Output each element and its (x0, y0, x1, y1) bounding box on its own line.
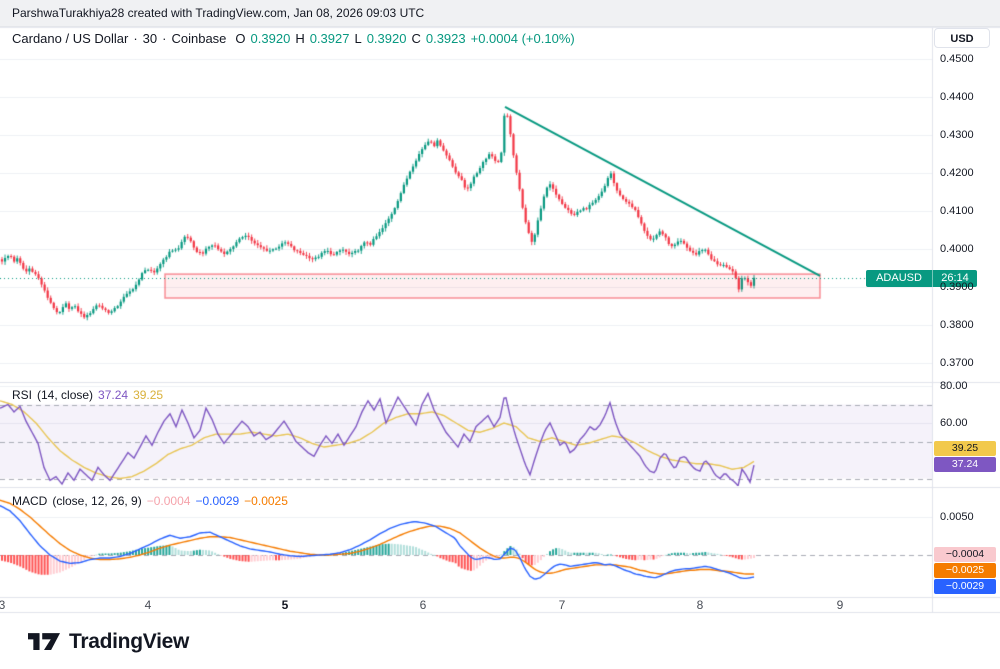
low-value: 0.3920 (366, 31, 407, 46)
rsi-value: 37.24 (98, 388, 129, 402)
interval-label[interactable]: 30 (142, 31, 158, 46)
macd-line-value: −0.0029 (195, 494, 240, 508)
macd-hist-badge: −0.0004 (934, 547, 996, 562)
bar-countdown: 26:14 (932, 269, 977, 287)
legend-separator: · (133, 31, 138, 46)
symbol-title[interactable]: Cardano / US Dollar (12, 31, 129, 46)
rsi-ma-value: 39.25 (133, 388, 164, 402)
close-value: 0.3923 (425, 31, 466, 46)
macd-legend: MACD (close, 12, 26, 9) −0.0004 −0.0029 … (12, 494, 293, 508)
rsi-tick-label: 60.00 (940, 417, 968, 429)
symbol-price-badge: ADAUSD 26:14 (866, 269, 977, 287)
price-pane-legend: Cardano / US Dollar · 30 · Coinbase O 0.… (12, 31, 580, 46)
rsi-params: (14, close) (37, 388, 94, 402)
exchange-label: Coinbase (171, 31, 227, 46)
price-tick-label: 0.3800 (940, 319, 974, 331)
open-value: 0.3920 (250, 31, 291, 46)
price-tick-label: 0.4200 (940, 167, 974, 179)
tradingview-logo-text: TradingView (69, 630, 190, 653)
rsi-ma-badge: 39.25 (934, 441, 996, 456)
macd-tick-label: 0.0050 (940, 511, 974, 523)
rsi-tick-label: 80.00 (940, 380, 968, 392)
tradingview-logo-icon (28, 630, 69, 654)
macd-signal-badge: −0.0025 (934, 563, 996, 578)
price-tick-label: 0.4400 (940, 91, 974, 103)
macd-signal-value: −0.0025 (244, 494, 288, 508)
rsi-badge: 37.24 (934, 457, 996, 472)
price-tick-label: 0.4300 (940, 129, 974, 141)
attribution-bar: ParshwaTurakhiya28 created with TradingV… (0, 0, 1000, 27)
tradingview-logo: TradingView (28, 630, 189, 654)
low-label: L (354, 31, 362, 46)
macd-hist-value: −0.0004 (146, 494, 191, 508)
symbol-badge-label: ADAUSD (876, 271, 922, 284)
attribution-text: ParshwaTurakhiya28 created with TradingV… (12, 6, 425, 20)
time-tick-label: 7 (558, 598, 566, 612)
price-tick-label: 0.4100 (940, 205, 974, 217)
time-tick-label: 8 (696, 598, 704, 612)
legend-separator: · (162, 31, 167, 46)
time-tick-label: 3 (0, 598, 6, 612)
time-tick-label: 6 (419, 598, 427, 612)
price-tick-label: 0.3900 (940, 281, 974, 293)
rsi-title[interactable]: RSI (12, 388, 33, 402)
time-tick-label: 5 (281, 598, 289, 612)
open-label: O (235, 31, 246, 46)
rsi-legend: RSI (14, close) 37.24 39.25 (12, 388, 168, 402)
time-tick-label: 9 (836, 598, 844, 612)
price-tick-label: 0.4500 (940, 53, 974, 65)
high-value: 0.3927 (309, 31, 350, 46)
high-label: H (295, 31, 305, 46)
macd-params: (close, 12, 26, 9) (52, 494, 142, 508)
macd-line-badge: −0.0029 (934, 579, 996, 594)
currency-toggle-button[interactable]: USD (934, 28, 990, 48)
price-tick-label: 0.4000 (940, 243, 974, 255)
change-value: +0.0004 (+0.10%) (470, 31, 575, 46)
price-tick-label: 0.3700 (940, 357, 974, 369)
close-label: C (411, 31, 421, 46)
time-tick-label: 4 (144, 598, 152, 612)
macd-title[interactable]: MACD (12, 494, 48, 508)
